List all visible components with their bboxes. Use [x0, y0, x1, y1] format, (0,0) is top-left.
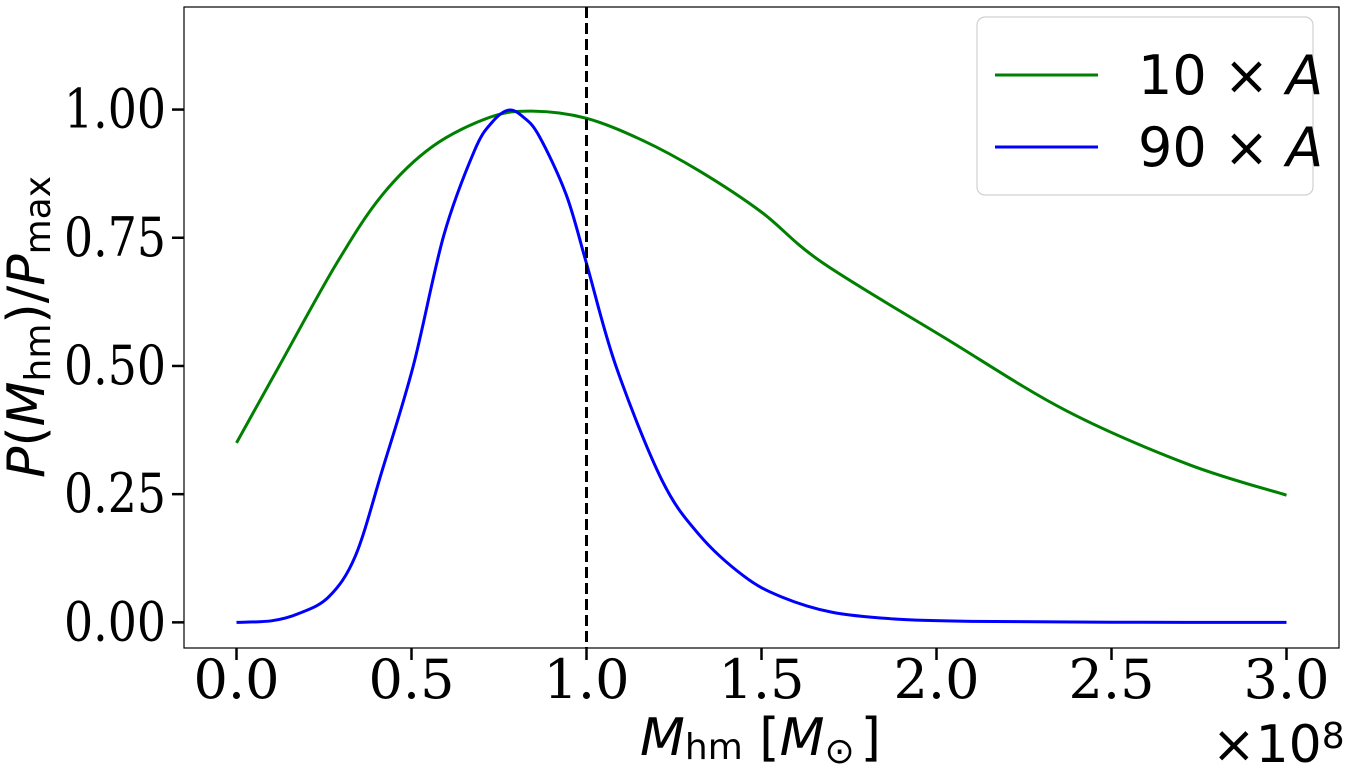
legend-label-10xA: 10 × A [1138, 44, 1323, 107]
y-tick-label: 0.25 [64, 462, 166, 525]
x-tick-label: 0.0 [194, 648, 280, 711]
y-tick-label: 0.75 [64, 206, 166, 269]
series-line-0 [235, 109, 1287, 497]
y-tick-label: 1.00 [64, 78, 166, 141]
legend-label-90xA: 90 × A [1138, 116, 1323, 179]
x-axis-offset-text: ×108 [1212, 715, 1345, 770]
legend-entry-10xA: 10 × A [995, 44, 1323, 107]
x-tick-label: 1.5 [719, 648, 805, 711]
y-axis-ticks: 0.00 0.25 0.50 0.75 1.00 [64, 78, 184, 653]
plot-lines [235, 7, 1287, 648]
x-axis-label: Mhm [M⊙] [640, 708, 881, 770]
series-line-1 [236, 108, 1287, 624]
x-tick-label: 1.0 [544, 648, 630, 711]
x-tick-label: 2.5 [1069, 648, 1155, 711]
x-tick-label: 3.0 [1244, 648, 1330, 711]
x-tick-label: 2.0 [894, 648, 980, 711]
legend-entry-90xA: 90 × A [995, 116, 1323, 179]
y-tick-label: 0.50 [64, 334, 166, 397]
y-tick-label: 0.00 [64, 590, 166, 653]
legend: 10 × A 90 × A [976, 16, 1323, 196]
x-tick-label: 0.5 [369, 648, 455, 711]
legend-frame [976, 16, 1314, 196]
x-axis-ticks: 0.0 0.5 1.0 1.5 2.0 2.5 3.0 [194, 648, 1330, 711]
y-axis-label: P(Mhm)/Pmax [0, 176, 59, 478]
